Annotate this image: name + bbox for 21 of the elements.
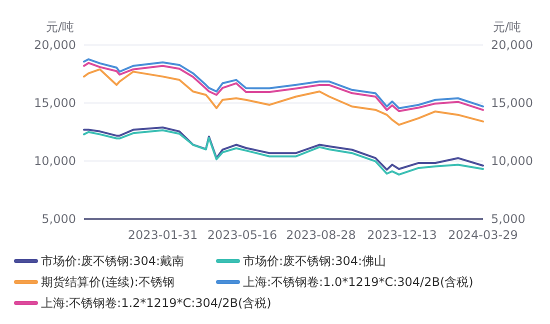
legend-label: 期货结算价(连续):不锈钢 [41,275,174,290]
y-tick-label: 10,000 [34,154,76,168]
legend-label: 市场价:废不锈钢:304:戴南 [41,254,184,268]
legend-label: 市场价:废不锈钢:304:佛山 [243,254,386,268]
y2-tick-label: 15,000 [491,96,533,110]
x-tick-label: 2023-08-28 [286,228,356,242]
x-tick-label: 2024-03-29 [448,228,518,242]
line-series [83,68,484,126]
y-tick-label: 5,000 [42,212,76,226]
y2-tick-label: 5,000 [491,212,526,226]
x-tick-label: 2023-12-13 [367,228,437,242]
x-tick-label: 2023-05-16 [207,228,278,242]
y2-tick-label: 20,000 [491,38,533,52]
y-axis-title: 元/吨 [46,20,74,34]
legend-label: 上海:不锈钢卷:1.2*1219*C:304/2B(含税) [41,296,272,310]
y2-axis-title: 元/吨 [492,20,522,34]
y-tick-label: 15,000 [34,96,76,110]
y2-tick-label: 10,000 [491,154,533,168]
x-tick-label: 2023-01-31 [128,228,198,242]
y-tick-label: 20,000 [34,38,76,52]
legend-label: 上海:不锈钢卷:1.0*1219*C:304/2B(含税) [243,275,474,290]
